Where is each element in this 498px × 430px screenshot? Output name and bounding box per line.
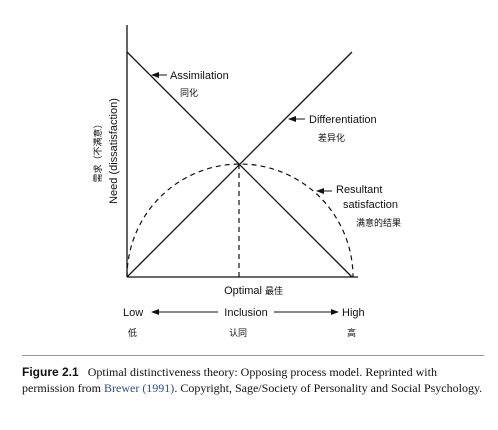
figure-label: Figure 2.1 — [22, 365, 79, 379]
y-axis-label: Need (dissatisfaction) — [108, 98, 120, 204]
caption-text-after: . Copyright, Sage/Society of Personality… — [174, 381, 483, 395]
x-axis-label-cn: 认同 — [229, 327, 247, 339]
differentiation-label-cn: 差异化 — [318, 132, 345, 144]
x-low-label-cn: 低 — [128, 327, 137, 339]
resultant-satisfaction-curve — [126, 163, 354, 278]
x-high-label: High — [342, 307, 365, 319]
x-axis-label: Inclusion — [224, 307, 267, 319]
x-low-label: Low — [123, 307, 143, 319]
resultant-label-cn: 满意的结果 — [356, 217, 401, 229]
caption-text: Optimal distinctiveness theory: Opposing… — [22, 365, 437, 395]
assimilation-label-cn: 同化 — [180, 87, 198, 99]
assimilation-label: Assimilation — [170, 70, 229, 82]
optimal-distinctiveness-diagram: Need (dissatisfaction) 需求（不满意） Assimilat… — [92, 25, 401, 339]
x-high-label-cn: 高 — [347, 327, 356, 339]
y-axis-label-cn: 需求（不满意） — [92, 119, 104, 182]
resultant-label-line2: satisfaction — [343, 199, 398, 211]
differentiation-label: Differentiation — [309, 114, 377, 126]
caption-reference-link[interactable]: Brewer (1991) — [104, 381, 175, 395]
caption-divider — [22, 355, 484, 356]
resultant-label-line1: Resultant — [336, 184, 382, 196]
figure-caption: Figure 2.1 Optimal distinctiveness theor… — [22, 364, 484, 396]
optimal-label: Optimal — [224, 285, 262, 297]
optimal-label-cn: 最佳 — [265, 285, 283, 297]
